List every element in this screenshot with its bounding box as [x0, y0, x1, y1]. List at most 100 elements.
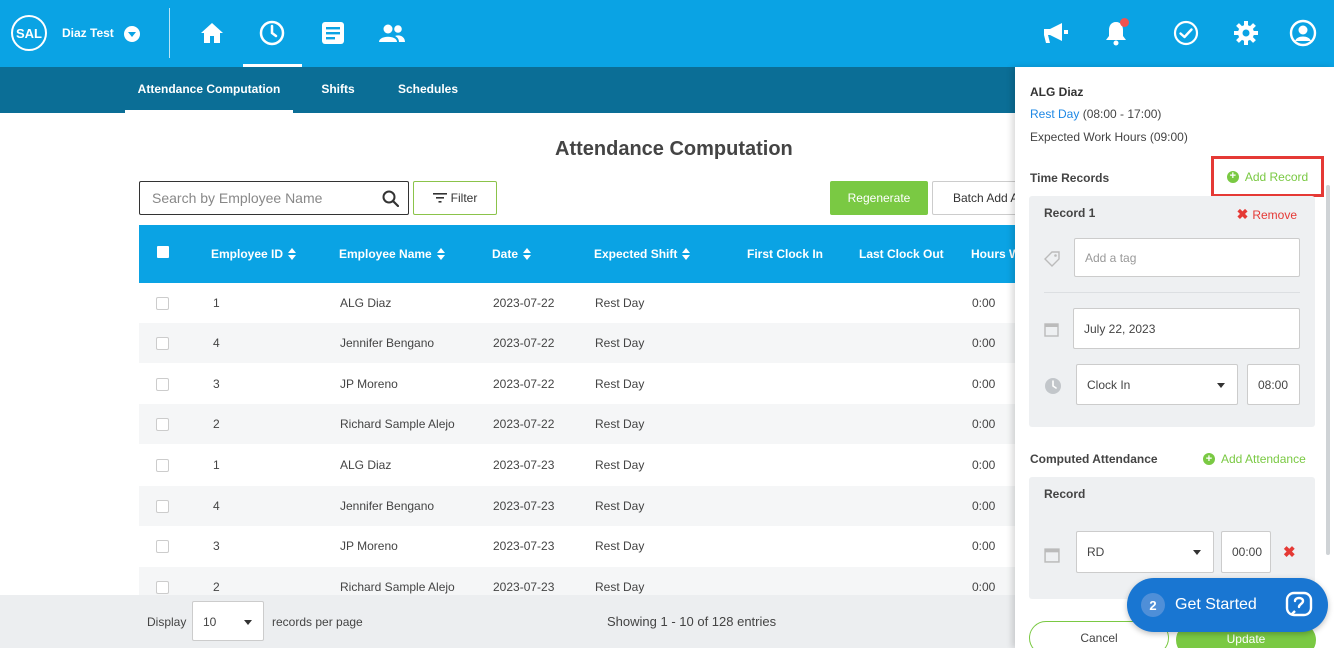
cell-employee-id: 3 [213, 377, 220, 391]
filter-button[interactable]: Filter [413, 181, 497, 215]
table-row[interactable]: 4 Jennifer Bengano 2023-07-22 Rest Day 0… [139, 323, 1039, 363]
calendar-icon [1044, 323, 1059, 337]
clock-icon [1045, 378, 1061, 394]
cell-employee-name: JP Moreno [340, 539, 398, 553]
megaphone-icon[interactable] [1041, 18, 1071, 48]
column-date[interactable]: Date [492, 247, 532, 261]
add-record-label: Add Record [1244, 169, 1309, 184]
column-last-clock-out: Last Clock Out [859, 247, 944, 261]
cell-hours: 0:00 [972, 499, 996, 513]
panel-employee-name: ALG Diaz [1030, 85, 1084, 99]
column-hours-worked: Hours W [971, 247, 1020, 261]
sort-icon[interactable] [523, 248, 532, 260]
cell-employee-id: 1 [213, 458, 220, 472]
per-page-value: 10 [203, 615, 217, 629]
cell-employee-name: JP Moreno [340, 377, 398, 391]
sort-icon[interactable] [436, 248, 445, 260]
check-circle-icon[interactable] [1171, 18, 1201, 48]
clock-time-input[interactable]: 08:00 [1247, 364, 1300, 405]
row-checkbox[interactable] [156, 540, 169, 553]
cell-employee-id: 4 [213, 336, 220, 350]
table-row[interactable]: 3 JP Moreno 2023-07-22 Rest Day 0:00 [139, 364, 1039, 404]
record-title: Record 1 [1044, 206, 1096, 220]
bell-icon[interactable] [1101, 18, 1131, 48]
add-attendance-button[interactable]: + Add Attendance [1203, 452, 1306, 466]
tag-input[interactable]: Add a tag [1074, 238, 1300, 277]
cell-hours: 0:00 [972, 539, 996, 553]
tab-schedules[interactable]: Schedules [397, 82, 459, 96]
calendar-icon [1044, 548, 1060, 563]
sort-icon[interactable] [288, 248, 297, 260]
cell-employee-id: 4 [213, 499, 220, 513]
cell-employee-id: 3 [213, 539, 220, 553]
app-logo[interactable]: SAL [11, 15, 47, 51]
cell-employee-name: Jennifer Bengano [340, 499, 435, 513]
get-started-count: 2 [1141, 593, 1165, 617]
user-icon[interactable] [1288, 18, 1318, 48]
tag-icon [1044, 251, 1060, 267]
column-label: First Clock In [747, 247, 824, 261]
table-row[interactable]: 1 ALG Diaz 2023-07-23 Rest Day 0:00 [139, 445, 1039, 485]
panel-scrollbar[interactable] [1326, 185, 1330, 555]
home-icon[interactable] [197, 18, 227, 48]
clock-icon[interactable] [257, 18, 287, 48]
row-checkbox[interactable] [156, 297, 169, 310]
regenerate-button[interactable]: Regenerate [830, 181, 928, 215]
gear-icon[interactable] [1231, 18, 1261, 48]
row-checkbox[interactable] [156, 418, 169, 431]
display-label: Display [147, 615, 187, 629]
cell-hours: 0:00 [972, 296, 996, 310]
row-checkbox[interactable] [156, 581, 169, 594]
table-row[interactable]: 2 Richard Sample Alejo 2023-07-22 Rest D… [139, 404, 1039, 444]
cell-date: 2023-07-22 [493, 336, 555, 350]
search-icon[interactable] [382, 190, 399, 207]
sort-icon[interactable] [682, 248, 691, 260]
select-all-checkbox[interactable] [157, 246, 169, 258]
column-expected-shift[interactable]: Expected Shift [594, 247, 691, 261]
chevron-down-icon [1217, 383, 1225, 388]
get-started-widget[interactable]: 2 Get Started [1127, 578, 1328, 632]
row-checkbox[interactable] [156, 378, 169, 391]
cell-expected-shift: Rest Day [595, 499, 645, 513]
time-record-card: Record 1 ✖ Remove Add a tag July 22, 202… [1029, 196, 1315, 427]
cell-expected-shift: Rest Day [595, 417, 645, 431]
clock-type-value: Clock In [1087, 377, 1131, 392]
cell-date: 2023-07-22 [493, 417, 555, 431]
delete-attendance-icon[interactable]: ✖ [1283, 544, 1296, 561]
company-name[interactable]: Diaz Test [62, 26, 114, 40]
per-page-select[interactable]: 10 [192, 601, 264, 641]
row-checkbox[interactable] [156, 337, 169, 350]
plus-icon: + [1226, 170, 1239, 183]
topbar-divider [169, 8, 170, 58]
tab-shifts[interactable]: Shifts [321, 82, 355, 96]
tab-attendance-computation[interactable]: Attendance Computation [125, 67, 293, 113]
filter-label: Filter [450, 191, 478, 205]
attendance-time-input[interactable]: 00:00 [1221, 531, 1271, 573]
people-icon[interactable] [377, 18, 407, 48]
search-input[interactable] [140, 182, 370, 214]
attendance-type-select[interactable]: RD [1076, 531, 1214, 573]
table-footer: Display 10 records per page Showing 1 - … [0, 595, 1016, 648]
cell-date: 2023-07-23 [493, 539, 555, 553]
column-employee-name[interactable]: Employee Name [339, 247, 445, 261]
cell-employee-name: Richard Sample Alejo [340, 417, 455, 431]
row-checkbox[interactable] [156, 459, 169, 472]
cell-expected-shift: Rest Day [595, 539, 645, 553]
document-icon[interactable] [318, 18, 348, 48]
date-input[interactable]: July 22, 2023 [1073, 308, 1300, 349]
add-attendance-label: Add Attendance [1221, 452, 1306, 466]
add-record-button[interactable]: + Add Record [1211, 156, 1324, 197]
shift-link[interactable]: Rest Day [1030, 107, 1080, 121]
cell-employee-id: 2 [213, 580, 220, 594]
column-employee-id[interactable]: Employee ID [211, 247, 297, 261]
row-checkbox[interactable] [156, 500, 169, 513]
table-row[interactable]: 1 ALG Diaz 2023-07-22 Rest Day 0:00 [139, 283, 1039, 323]
remove-label: Remove [1252, 207, 1297, 222]
company-dropdown-icon[interactable] [124, 26, 140, 42]
clock-type-select[interactable]: Clock In [1076, 364, 1238, 405]
remove-button[interactable]: ✖ Remove [1237, 206, 1297, 223]
cell-date: 2023-07-23 [493, 499, 555, 513]
table-row[interactable]: 4 Jennifer Bengano 2023-07-23 Rest Day 0… [139, 486, 1039, 526]
column-label: Employee ID [211, 247, 284, 261]
table-row[interactable]: 3 JP Moreno 2023-07-23 Rest Day 0:00 [139, 526, 1039, 566]
